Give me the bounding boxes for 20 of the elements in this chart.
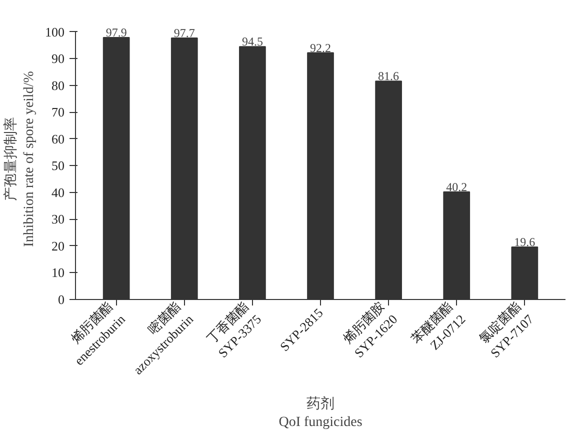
y-tick-label: 20 (52, 238, 64, 254)
y-tick-label: 0 (58, 292, 64, 307)
data-label: 19.6 (514, 235, 536, 250)
y-tick-label: 30 (52, 212, 64, 227)
y-tick-label: 90 (52, 51, 64, 66)
data-label: 81.6 (378, 69, 400, 84)
y-tick-label: 70 (52, 104, 64, 120)
x-axis-title: 药剂 QoI fungicides (278, 396, 362, 430)
y-tick-label: 50 (52, 158, 64, 174)
data-label: 97.9 (106, 26, 127, 40)
y-tick-label: 10 (52, 265, 64, 280)
y-tick-label: 40 (52, 184, 64, 200)
y-axis-title: 产孢量抑制率 Inhibition rate of spore yeild/% (3, 70, 37, 247)
data-label: 40.2 (446, 180, 468, 194)
y-tick-label: 60 (52, 131, 64, 146)
y-tick-label: 80 (52, 78, 64, 93)
data-label: 97.7 (174, 26, 195, 40)
y-tick-label: 100 (45, 24, 64, 40)
data-label: 92.2 (310, 40, 331, 55)
data-label: 94.5 (242, 34, 263, 49)
